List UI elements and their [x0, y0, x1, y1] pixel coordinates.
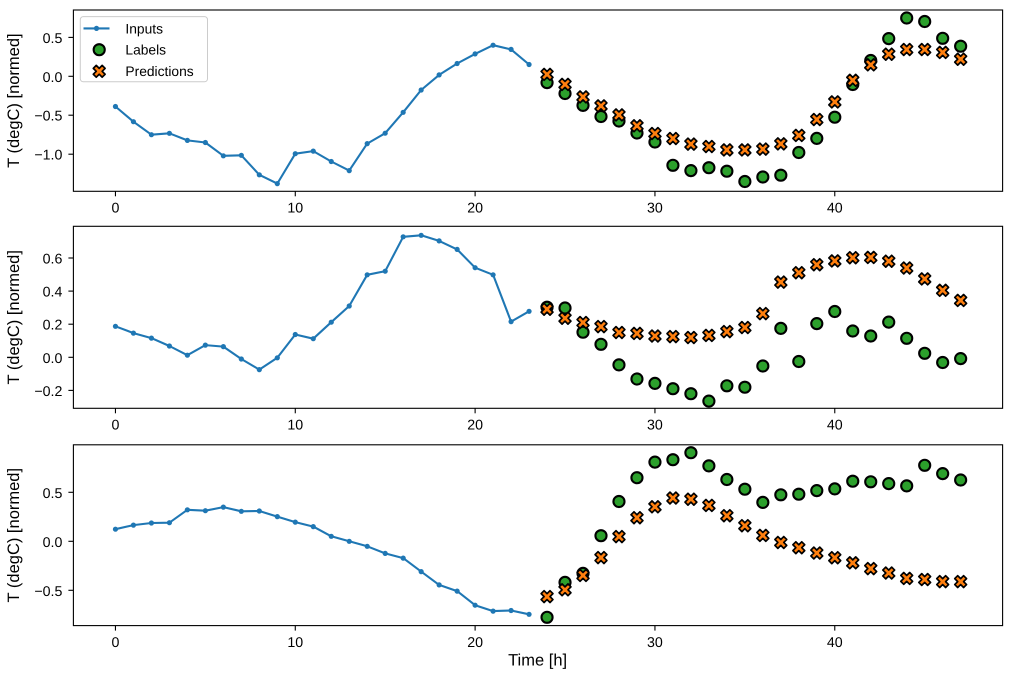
svg-text:0.2: 0.2: [43, 318, 63, 334]
svg-text:−0.2: −0.2: [34, 384, 62, 400]
svg-text:−1.0: −1.0: [34, 148, 62, 164]
svg-text:40: 40: [827, 201, 843, 217]
svg-text:30: 30: [647, 201, 663, 217]
svg-text:−0.5: −0.5: [34, 109, 62, 125]
svg-text:0.5: 0.5: [43, 486, 63, 502]
svg-text:30: 30: [647, 635, 663, 651]
svg-text:0.5: 0.5: [43, 31, 63, 47]
svg-text:0: 0: [112, 635, 120, 651]
svg-text:10: 10: [287, 635, 303, 651]
svg-text:0: 0: [112, 418, 120, 434]
svg-text:T (degC) [normed]: T (degC) [normed]: [5, 250, 23, 385]
svg-text:0: 0: [112, 201, 120, 217]
svg-text:−0.5: −0.5: [34, 584, 62, 600]
svg-text:0.4: 0.4: [43, 285, 63, 301]
svg-text:20: 20: [467, 418, 483, 434]
svg-text:0.0: 0.0: [43, 535, 63, 551]
svg-text:20: 20: [467, 635, 483, 651]
svg-text:10: 10: [287, 418, 303, 434]
svg-text:Time [h]: Time [h]: [508, 651, 567, 669]
svg-text:0.6: 0.6: [43, 252, 63, 268]
svg-text:40: 40: [827, 418, 843, 434]
svg-text:30: 30: [647, 418, 663, 434]
svg-text:20: 20: [467, 201, 483, 217]
svg-text:T (degC) [normed]: T (degC) [normed]: [5, 468, 23, 603]
svg-text:0.0: 0.0: [43, 351, 63, 367]
svg-text:40: 40: [827, 635, 843, 651]
svg-text:10: 10: [287, 201, 303, 217]
svg-text:Predictions: Predictions: [125, 64, 193, 79]
svg-text:0.0: 0.0: [43, 70, 63, 86]
svg-text:Labels: Labels: [125, 43, 166, 58]
svg-text:T (degC) [normed]: T (degC) [normed]: [5, 33, 23, 168]
svg-text:Inputs: Inputs: [125, 21, 163, 36]
